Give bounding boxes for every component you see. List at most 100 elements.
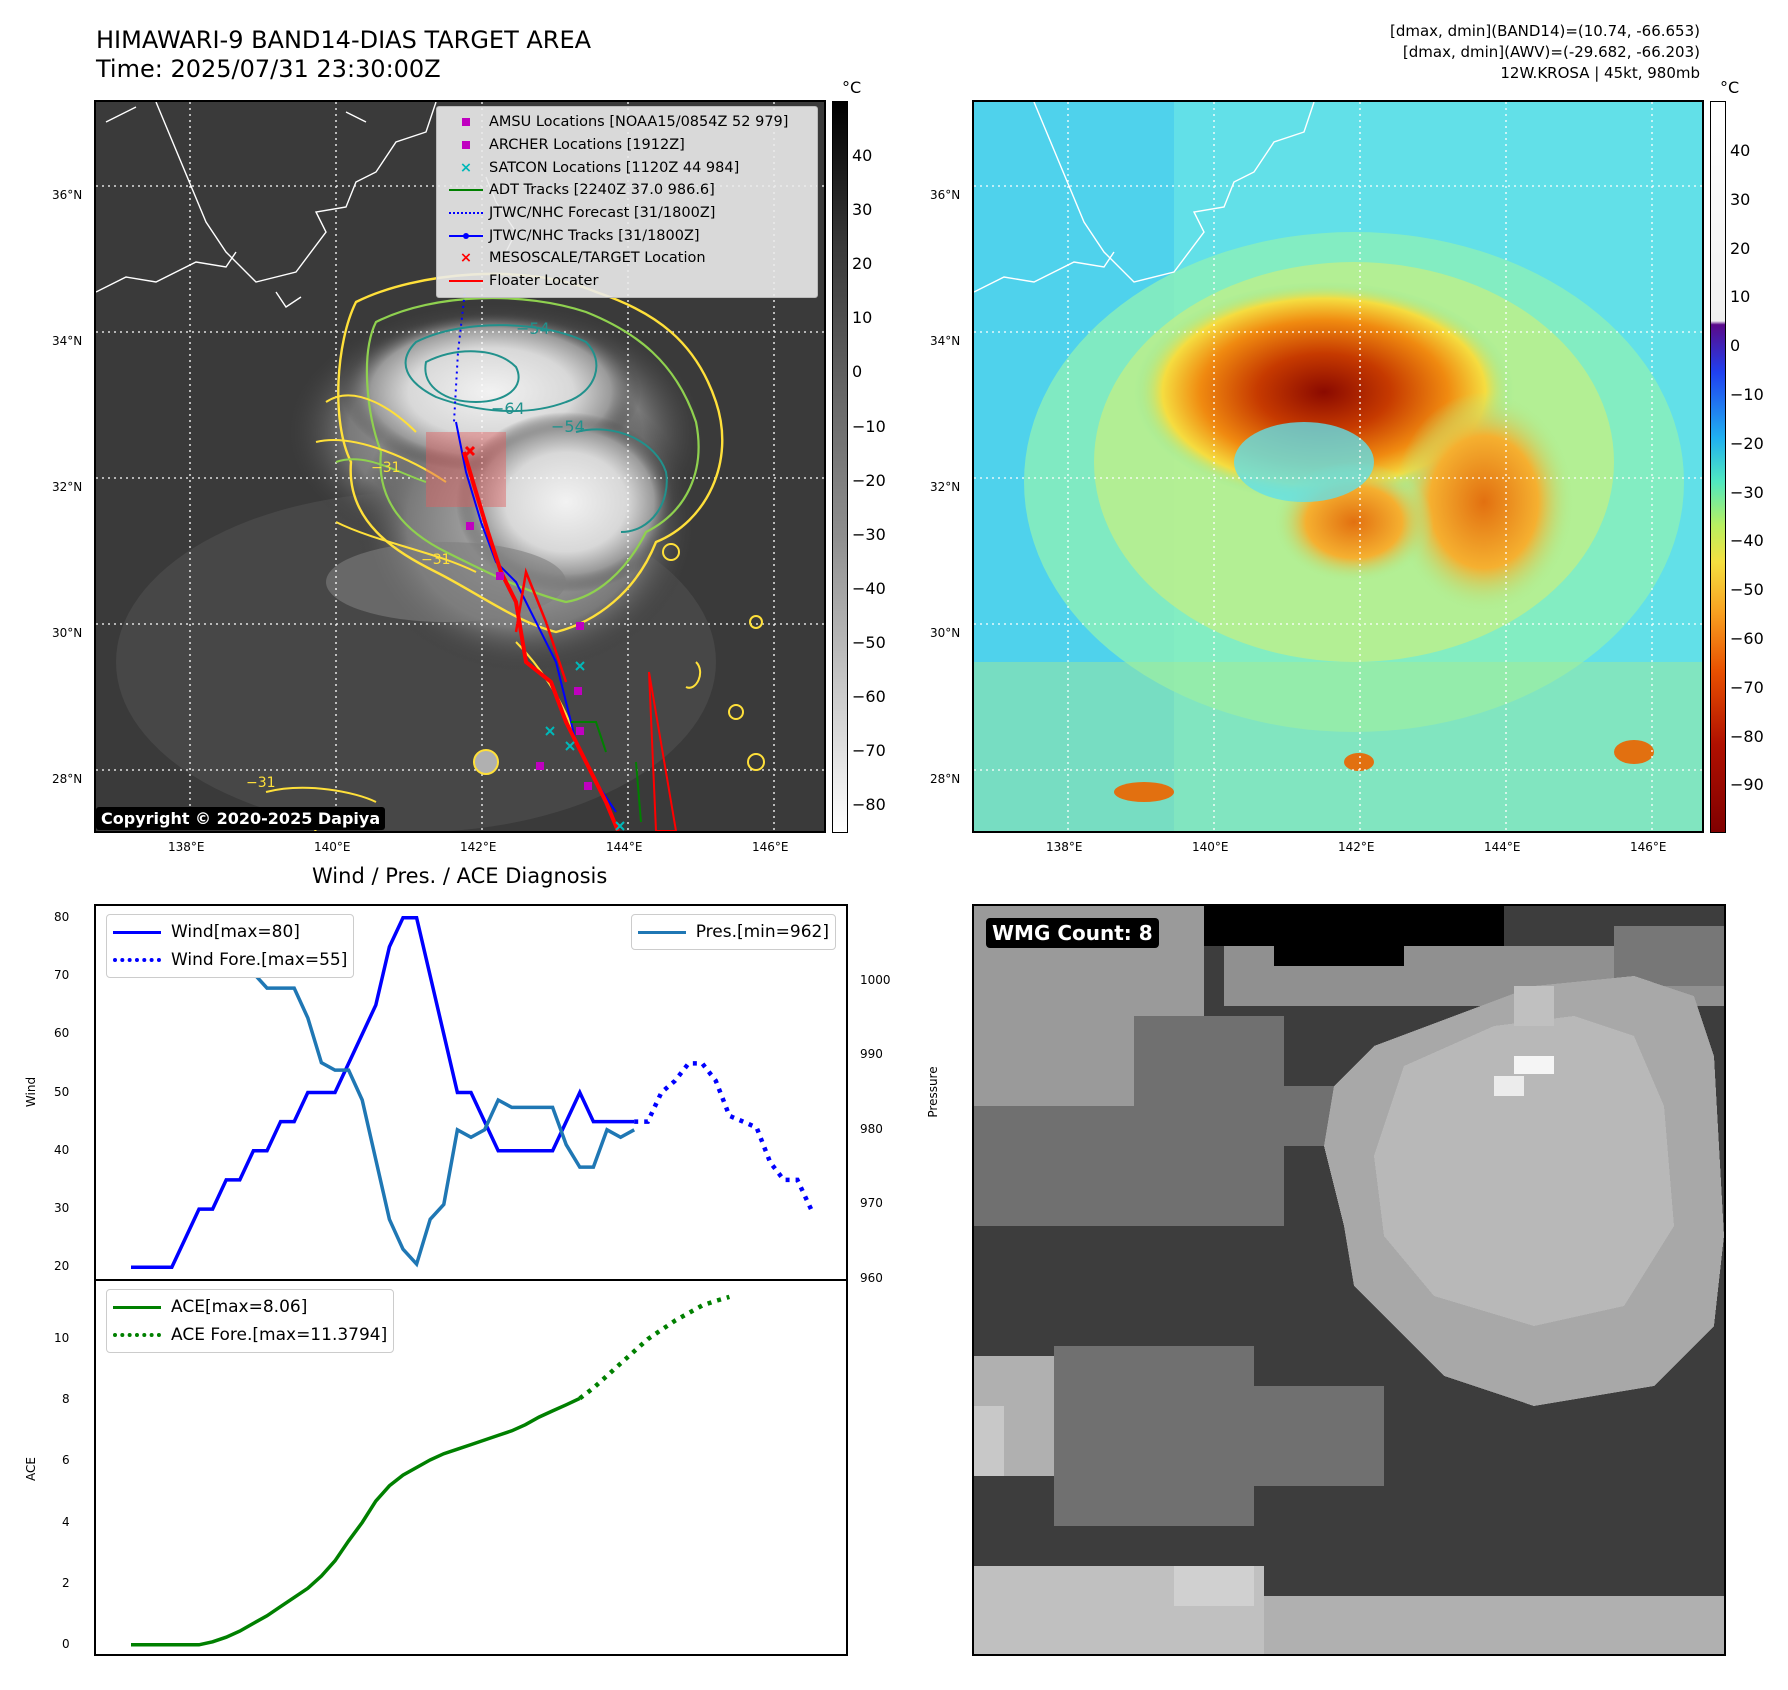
pressure-tick: 960	[860, 1271, 883, 1285]
legend-satcon: × SATCON Locations [1120Z 44 984]	[443, 156, 811, 179]
lat-label: 34°N	[930, 334, 961, 348]
lat-label: 32°N	[930, 480, 961, 494]
lon-label: 140°E	[1192, 840, 1229, 854]
wind-pressure-panel: Wind[max=80] Wind Fore.[max=55] Pres.[mi…	[94, 904, 848, 1281]
wind-tick: 40	[54, 1142, 70, 1157]
legend-ace-forecast: ACE Fore.[max=11.3794]	[113, 1321, 387, 1349]
awv-map-image	[974, 102, 1702, 831]
contour-label-2: −64	[491, 399, 525, 418]
wmg-image	[974, 906, 1724, 1654]
colorbar-tick: −20	[852, 470, 886, 490]
ir-map-panel: −54 −64 −54 −31 −31 −31 AMSU Locations […	[94, 100, 826, 833]
colorbar-tick: −50	[852, 632, 886, 652]
colorbar-tick: −30	[1730, 482, 1764, 502]
lon-label: 138°E	[168, 840, 205, 854]
ace-line	[131, 1396, 581, 1647]
colorbar-tick: −30	[852, 524, 886, 544]
lat-label: 36°N	[930, 188, 961, 202]
colorbar-tick: 20	[1730, 238, 1751, 258]
lat-label: 36°N	[52, 188, 83, 202]
wmg-count-badge: WMG Count: 8	[986, 918, 1159, 948]
pressure-tick: 990	[860, 1047, 883, 1062]
lon-label: 144°E	[606, 840, 643, 854]
contour-label-3: −54	[551, 417, 585, 436]
ace-tick: 8	[62, 1392, 70, 1407]
colorbar-tick: 0	[1730, 336, 1741, 356]
legend-wind: Wind[max=80]	[113, 918, 347, 946]
ace-tick: 0	[62, 1636, 70, 1651]
colorbar-tick: −10	[1730, 385, 1764, 404]
colorbar-tick: −50	[1730, 580, 1764, 600]
lon-label: 142°E	[460, 840, 497, 854]
wind-tick: 20	[54, 1259, 70, 1274]
legend-jtwc-forecast: JTWC/NHC Forecast [31/1800Z]	[443, 202, 811, 225]
line-icon	[443, 280, 489, 283]
lat-label: 28°N	[930, 772, 961, 786]
wind-tick: 60	[54, 1026, 70, 1041]
lon-label: 146°E	[752, 840, 789, 854]
line-icon	[443, 189, 489, 192]
ace-legend: ACE[max=8.06] ACE Fore.[max=11.3794]	[106, 1289, 395, 1353]
colorbar-tick: −20	[1730, 433, 1764, 453]
wind-tick: 30	[54, 1201, 70, 1216]
lon-label: 138°E	[1046, 840, 1083, 854]
contour-label-1: −54	[516, 319, 550, 338]
lat-label: 32°N	[52, 480, 83, 494]
line-dot-icon	[443, 232, 489, 239]
wind-tick: 80	[54, 909, 70, 924]
copyright-badge: Copyright © 2020-2025 Dapiya	[96, 807, 386, 830]
contour-label-5: −31	[421, 552, 451, 568]
dotted-line-icon	[113, 958, 163, 962]
ace-axis-label: ACE	[24, 1457, 38, 1481]
colorbar-unit: °C	[842, 78, 862, 97]
x-marker-icon: ×	[459, 159, 473, 176]
colorbar-tick: −80	[1730, 726, 1764, 746]
legend-adt: ADT Tracks [2240Z 37.0 986.6]	[443, 179, 811, 202]
square-marker-icon	[443, 118, 489, 127]
legend-archer: ARCHER Locations [1912Z]	[443, 134, 811, 157]
colorbar-tick: −70	[1730, 677, 1764, 697]
colorbar-tick: 10	[852, 308, 873, 328]
line-icon	[113, 1305, 163, 1309]
lat-label: 30°N	[52, 626, 83, 640]
ace-tick: 6	[62, 1453, 70, 1468]
lon-label: 146°E	[1630, 840, 1667, 854]
colorbar-tick: −60	[852, 687, 886, 706]
square-marker-icon	[443, 141, 489, 150]
colorbar-tick: −10	[852, 416, 886, 436]
line-icon	[113, 930, 163, 934]
colorbar-tick: −60	[1730, 629, 1764, 648]
ir-colorbar	[832, 101, 848, 833]
ace-tick: 10	[54, 1331, 70, 1346]
x-marker-icon: ×	[459, 250, 473, 267]
awv-colorbar	[1710, 101, 1726, 833]
contour-label-6: −31	[246, 775, 276, 791]
contour-label-4: −31	[371, 460, 401, 476]
dotted-line-icon	[113, 1333, 163, 1337]
colorbar-tick: −40	[1730, 531, 1764, 551]
ace-forecast-line	[578, 1294, 731, 1401]
wind-line	[131, 915, 635, 1270]
colorbar-tick: 40	[1730, 141, 1751, 160]
figure-title-line2: Time: 2025/07/31 23:30:00Z	[96, 55, 441, 83]
colorbar-tick: 30	[852, 200, 873, 220]
info-line2: [dmax, dmin](AWV)=(-29.682, -66.203)	[1402, 43, 1700, 61]
line-icon	[637, 930, 688, 934]
awv-map-panel	[972, 100, 1704, 833]
colorbar-tick: 10	[1730, 287, 1751, 307]
info-line3: 12W.KROSA | 45kt, 980mb	[1500, 64, 1700, 82]
pressure-tick: 970	[860, 1196, 883, 1211]
wind-tick: 50	[54, 1084, 70, 1099]
lat-label: 30°N	[930, 626, 961, 640]
lat-label: 34°N	[52, 334, 83, 348]
legend-floater: Floater Locater	[443, 270, 811, 293]
map-legend: AMSU Locations [NOAA15/0854Z 52 979] ARC…	[436, 106, 818, 298]
wind-tick: 70	[54, 967, 70, 982]
wind-axis-label: Wind	[24, 1076, 38, 1108]
pressure-legend: Pres.[min=962]	[630, 914, 836, 950]
legend-wind-forecast: Wind Fore.[max=55]	[113, 946, 347, 974]
colorbar-tick: −90	[1730, 775, 1764, 795]
legend-amsu: AMSU Locations [NOAA15/0854Z 52 979]	[443, 111, 811, 134]
colorbar-tick: 0	[852, 362, 863, 382]
lon-label: 140°E	[314, 840, 351, 854]
